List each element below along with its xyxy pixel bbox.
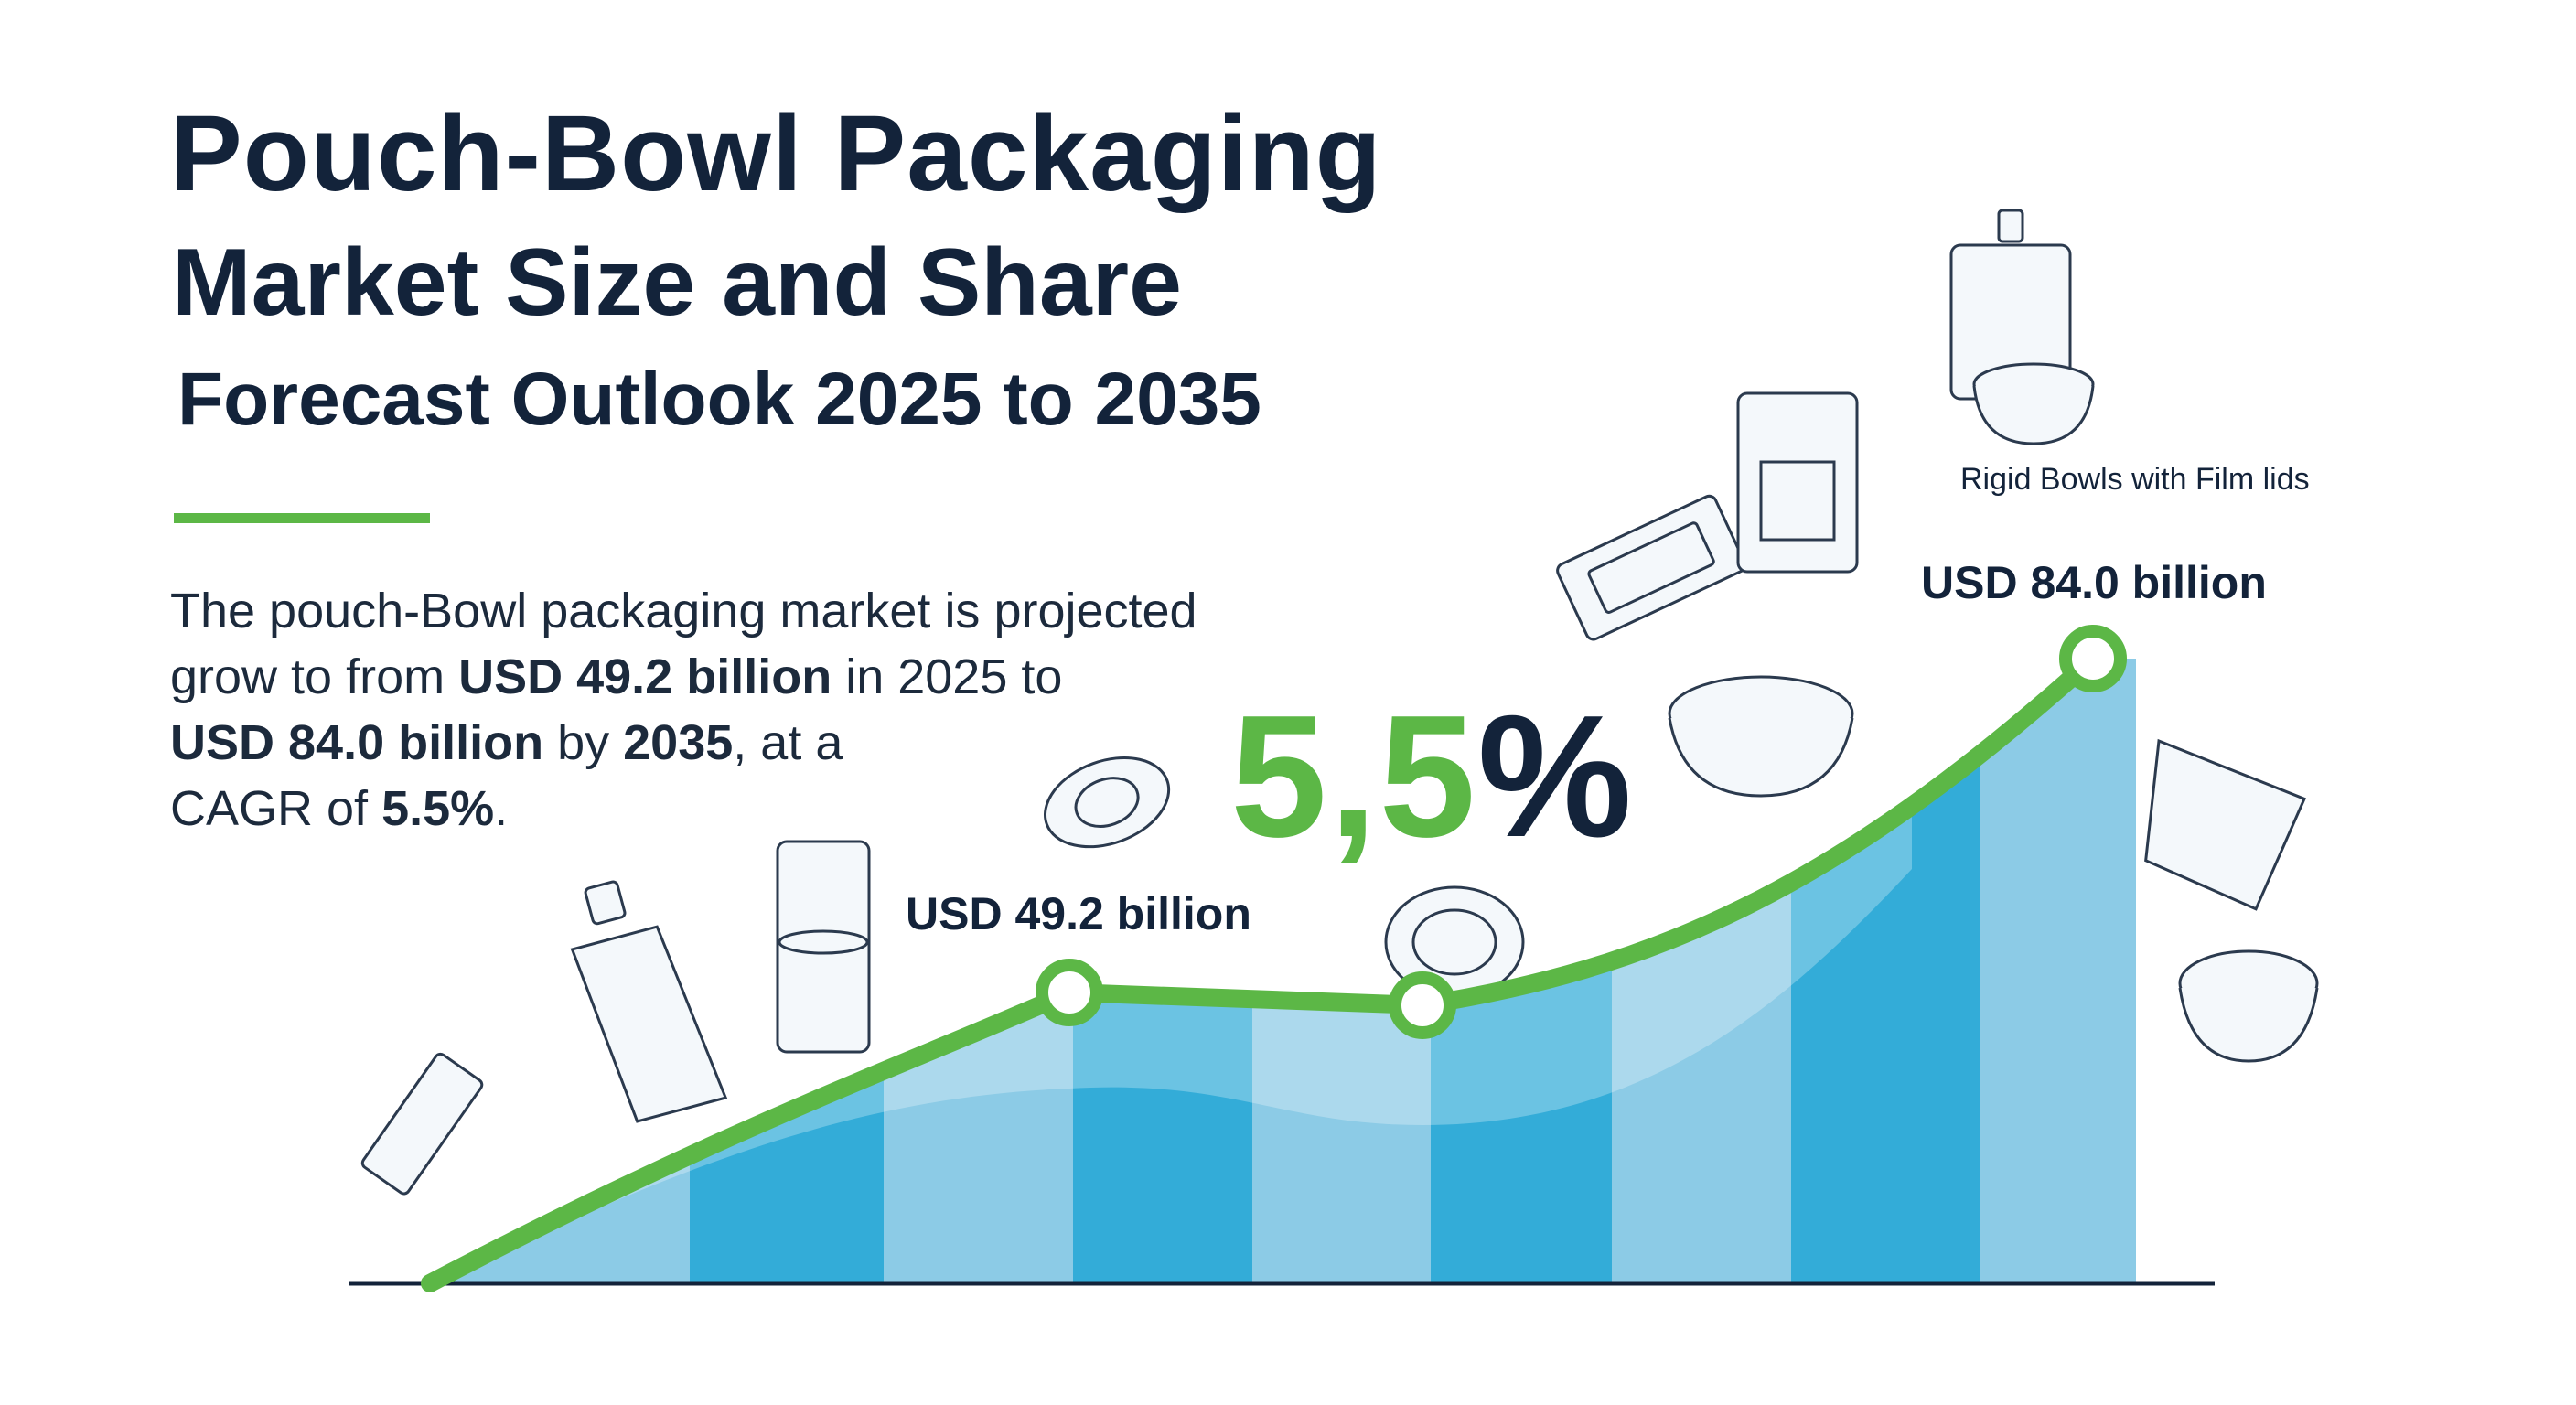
summary-cagr: 5.5% [381,781,495,836]
summary-text: The pouch-Bowl packaging market is proje… [170,584,1197,638]
summary-year: 2035 [623,715,734,770]
node-2025 [1036,959,1103,1026]
pouch-with-bowl-icon [1949,209,2095,445]
node-mid [1389,971,1456,1039]
spout-pouch-icon [570,880,728,1123]
summary-value-2025: USD 49.2 billion [458,649,832,704]
round-bowl-icon [1384,885,1525,999]
cagr-percent-sign: % [1477,680,1635,874]
summary-text: grow to from [170,649,459,704]
standup-pouch-icon [1736,391,1859,574]
summary-text: , at a [733,715,843,770]
flat-pouch-icon [2144,738,2307,911]
summary-paragraph: The pouch-Bowl packaging market is proje… [170,578,1268,842]
bowl-with-food-icon [2178,949,2319,1063]
title-line-1: Pouch-Bowl Packaging [170,93,1382,214]
summary-value-2035: USD 84.0 billion [170,715,544,770]
sachet-icon [360,1052,484,1196]
summary-text: . [494,781,509,836]
label-2025-value: USD 49.2 billion [906,888,1251,939]
bowl-icon [1668,675,1854,798]
cagr-number: 5,5 [1230,680,1478,874]
label-2035-value: USD 84.0 billion [1921,557,2267,608]
area-stripe [1980,659,2136,1283]
summary-text: CAGR of [170,781,382,836]
title-line-2: Market Size and Share [172,230,1182,336]
summary-text: in 2025 to [832,649,1063,704]
node-2035 [2059,625,2127,692]
accent-rule [174,513,430,523]
tall-cup-icon [776,840,871,1054]
title-line-3: Forecast Outlook 2025 to 2035 [177,358,1261,441]
summary-text: by [543,715,624,770]
tray-icon [1044,756,1171,849]
tray-lid-icon [1556,494,1747,641]
category-label: Rigid Bowls with Film lids [1960,462,2310,497]
cagr-highlight: 5,5% [1230,677,1634,876]
